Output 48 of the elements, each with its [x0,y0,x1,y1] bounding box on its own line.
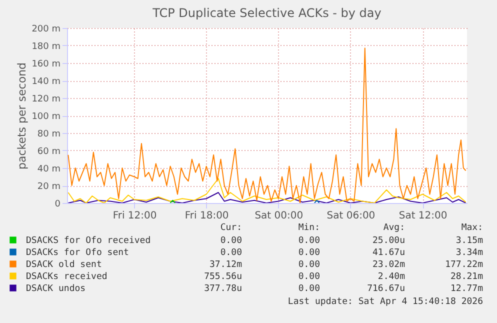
x-tick-label: Fri 18:00 [184,210,229,222]
text: 0.00 [220,236,242,246]
text: 3.34m [456,248,483,258]
text: Avg: [383,223,405,233]
text: 0.00 [298,284,320,294]
text: 0.00 [298,272,320,282]
legend-label: DSACK undos [26,284,86,294]
y-tick-label: 40 m [37,164,60,174]
y-tick-label: 20 m [37,182,60,192]
text: Min: [298,223,320,233]
text: 716.67u [367,284,405,294]
text: 41.67u [372,248,405,258]
text: 0.00 [298,236,320,246]
text: 12.77m [450,284,483,294]
x-tick-label: Sat 00:00 [254,210,304,222]
text: 3.15m [456,236,483,246]
legend-label: DSACKS for Ofo received [26,236,151,246]
y-tick-label: 180 m [32,42,60,52]
text: 177.22m [445,260,483,270]
text: 2.40m [378,272,405,282]
text: 25.00u [372,236,405,246]
x-tick-label: Fri 12:00 [112,210,157,222]
y-tick-label: 0 [54,200,61,210]
y-tick-label: 60 m [37,147,60,157]
legend-label: DSACKs received [26,272,108,282]
legend-label: DSACKs for Ofo sent [26,248,129,258]
y-tick-label: 100 m [32,112,60,122]
text: 755.56u [204,272,242,282]
text: Max: [461,223,483,233]
y-tick-label: 120 m [32,94,60,104]
text: Cur: [220,223,242,233]
text: 0.00 [298,260,320,270]
y-axis-title: packets per second [16,62,29,170]
x-tick-label: Sat 12:00 [398,210,448,222]
legend-label: DSACK old sent [26,260,102,270]
text: 28.21m [450,272,483,282]
text: 37.12m [209,260,242,270]
y-tick-label: 140 m [32,77,60,87]
y-tick-label: 200 m [32,24,60,34]
text: 0.00 [220,248,242,258]
y-tick-label: 80 m [37,130,60,140]
x-tick-label: Sat 06:00 [326,210,376,222]
text: 23.02m [372,260,405,270]
chart-title: TCP Duplicate Selective ACKs - by day [152,6,382,20]
text: 0.00 [298,248,320,258]
y-tick-label: 160 m [32,60,60,70]
text: 377.78u [204,284,242,294]
text: Last update: Sat Apr 4 15:40:18 2026 [288,297,483,307]
